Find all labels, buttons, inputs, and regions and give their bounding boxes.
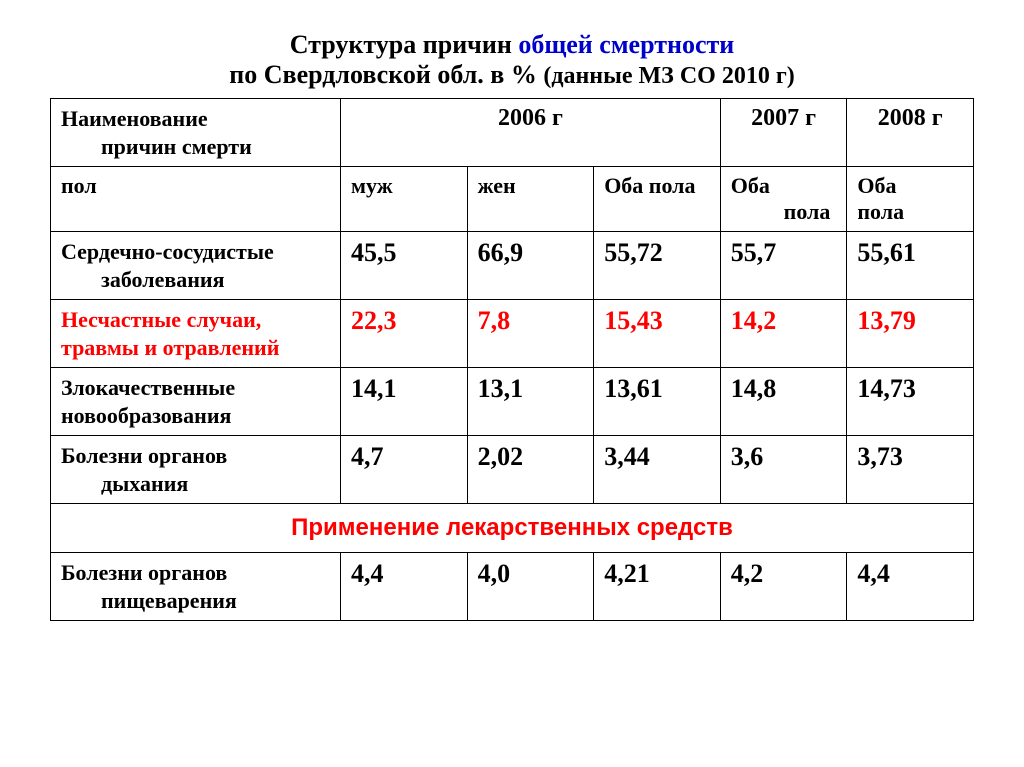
cause-name-l1: Сердечно-сосудистые (61, 239, 274, 264)
title-line2-main: по Свердловской обл. в % (229, 60, 543, 89)
cause-name: Несчастные случаи, травмы и отравлений (51, 300, 341, 368)
data-cell: 14,1 (341, 368, 468, 436)
data-cell: 2,02 (467, 436, 594, 504)
cause-name: Сердечно-сосудистыезаболевания (51, 232, 341, 300)
cause-name-l1: Болезни органов (61, 560, 227, 585)
data-cell: 3,44 (594, 436, 721, 504)
header-both-1: Оба пола (594, 167, 721, 232)
data-cell: 4,7 (341, 436, 468, 504)
header-gender-label: пол (51, 167, 341, 232)
data-cell: 4,0 (467, 553, 594, 621)
cause-name-l2: заболевания (61, 266, 330, 294)
title-part1: Структура причин (290, 30, 519, 59)
data-cell: 22,3 (341, 300, 468, 368)
data-cell: 55,72 (594, 232, 721, 300)
header-row-1: Наименование причин смерти 2006 г 2007 г… (51, 99, 974, 167)
data-cell: 13,61 (594, 368, 721, 436)
data-cell: 4,2 (720, 553, 847, 621)
cause-name: Злокачественные новообразования (51, 368, 341, 436)
cause-name-l2: дыхания (61, 470, 330, 498)
title-line2: по Свердловской обл. в % (данные МЗ СО 2… (50, 60, 974, 90)
data-cell: 4,4 (341, 553, 468, 621)
header-male: муж (341, 167, 468, 232)
data-cell: 14,8 (720, 368, 847, 436)
header-female: жен (467, 167, 594, 232)
data-cell: 55,7 (720, 232, 847, 300)
header-2008: 2008 г (847, 99, 974, 167)
title-line1: Структура причин общей смертности (50, 30, 974, 60)
data-cell: 13,1 (467, 368, 594, 436)
data-cell: 66,9 (467, 232, 594, 300)
data-cell: 45,5 (341, 232, 468, 300)
header-both-2: Оба пола (720, 167, 847, 232)
header-both-2-l2: пола (731, 199, 837, 225)
data-cell: 14,2 (720, 300, 847, 368)
data-cell: 14,73 (847, 368, 974, 436)
header-row-2: пол муж жен Оба пола Оба пола Оба пола (51, 167, 974, 232)
mortality-table: Наименование причин смерти 2006 г 2007 г… (50, 98, 974, 621)
header-both-3: Оба пола (847, 167, 974, 232)
header-name-l2: причин смерти (61, 133, 330, 161)
title-part2: общей смертности (518, 30, 734, 59)
cause-name-l2: пищеварения (61, 587, 330, 615)
cause-name: Болезни органовдыхания (51, 436, 341, 504)
table-row: Болезни органовпищеварения4,44,04,214,24… (51, 553, 974, 621)
data-cell: 55,61 (847, 232, 974, 300)
data-cell: 3,73 (847, 436, 974, 504)
header-name: Наименование причин смерти (51, 99, 341, 167)
title-source-note: (данные МЗ СО 2010 г) (543, 63, 794, 89)
data-cell: 15,43 (594, 300, 721, 368)
table-row: Сердечно-сосудистыезаболевания45,566,955… (51, 232, 974, 300)
table-row: Несчастные случаи, травмы и отравлений 22,… (51, 300, 974, 368)
data-cell: 7,8 (467, 300, 594, 368)
data-cell: 13,79 (847, 300, 974, 368)
page-title: Структура причин общей смертности по Све… (50, 30, 974, 90)
data-cell: 3,6 (720, 436, 847, 504)
data-cell: 4,4 (847, 553, 974, 621)
header-name-l1: Наименование (61, 106, 208, 131)
cause-name-l1: Злокачественные (61, 375, 235, 400)
section-label: Применение лекарственных средств (51, 504, 974, 553)
cause-name-l2: травмы и отравлений (61, 335, 279, 360)
table-row: Болезни органовдыхания4,72,023,443,63,73 (51, 436, 974, 504)
cause-name: Болезни органовпищеварения (51, 553, 341, 621)
header-2007: 2007 г (720, 99, 847, 167)
section-row: Применение лекарственных средств (51, 504, 974, 553)
cause-name-l1: Несчастные случаи, (61, 307, 261, 332)
cause-name-l2: новообразования (61, 403, 231, 428)
header-both-3-l1: Оба (857, 173, 896, 198)
header-2006: 2006 г (341, 99, 721, 167)
header-both-2-l1: Оба (731, 173, 770, 198)
table-row: Злокачественные новообразования 14,113,113… (51, 368, 974, 436)
data-cell: 4,21 (594, 553, 721, 621)
cause-name-l1: Болезни органов (61, 443, 227, 468)
header-both-3-l2: пола (857, 199, 904, 224)
